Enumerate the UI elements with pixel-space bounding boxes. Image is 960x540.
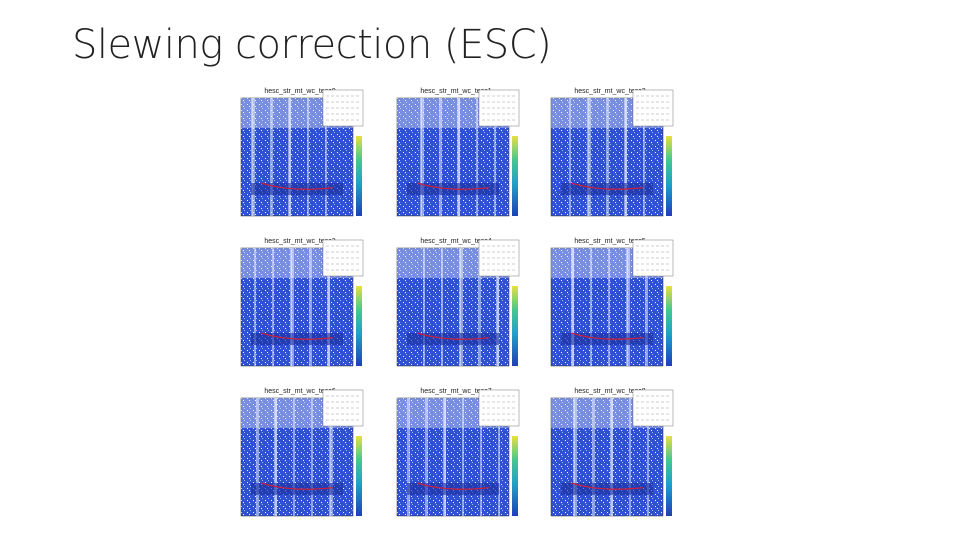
streak bbox=[444, 398, 446, 516]
streak bbox=[645, 248, 648, 366]
streak bbox=[478, 248, 481, 366]
fit-curve bbox=[570, 332, 644, 340]
streak bbox=[498, 398, 500, 516]
panel-title: hesc_str_mt_wc_tesc7 bbox=[420, 388, 491, 395]
streak bbox=[275, 398, 277, 516]
color-bar bbox=[512, 436, 518, 516]
fit-curve bbox=[260, 482, 334, 490]
streak bbox=[325, 98, 327, 216]
fit-curve bbox=[260, 332, 334, 340]
streak bbox=[476, 98, 478, 216]
histogram-panel: hesc_str_mt_wc_tesc2 bbox=[540, 86, 688, 226]
streak bbox=[608, 248, 610, 366]
color-bar bbox=[512, 136, 518, 216]
streak bbox=[293, 398, 295, 516]
streak bbox=[407, 398, 410, 516]
panel-title: hesc_str_mt_wc_tesc1 bbox=[420, 88, 491, 95]
streak bbox=[574, 398, 577, 516]
streak bbox=[423, 248, 425, 366]
panel-title: hesc_str_mt_wc_tesc0 bbox=[264, 88, 335, 95]
streak bbox=[421, 98, 424, 216]
histogram-panel: hesc_str_mt_wc_tesc5 bbox=[540, 236, 688, 376]
color-bar bbox=[666, 136, 672, 216]
color-bar bbox=[356, 136, 362, 216]
histogram-panel: hesc_str_mt_wc_tesc8 bbox=[540, 386, 688, 526]
streak bbox=[254, 248, 256, 366]
streak bbox=[309, 248, 312, 366]
histogram-panel: hesc_str_mt_wc_tesc3 bbox=[230, 236, 378, 376]
fit-curve bbox=[260, 182, 334, 190]
streak bbox=[289, 98, 291, 216]
fit-curve bbox=[416, 182, 490, 190]
streak bbox=[462, 398, 464, 516]
histogram-panel: hesc_str_mt_wc_tesc6 bbox=[230, 386, 378, 526]
panel-title: hesc_str_mt_wc_tesc8 bbox=[574, 388, 645, 395]
histogram-panel: hesc_str_mt_wc_tesc1 bbox=[386, 86, 534, 226]
streak bbox=[330, 398, 333, 516]
streak bbox=[497, 248, 499, 366]
streak bbox=[572, 248, 574, 366]
streak bbox=[627, 248, 630, 366]
color-bar bbox=[356, 436, 362, 516]
fit-curve bbox=[570, 482, 644, 490]
color-bar bbox=[666, 436, 672, 516]
streak bbox=[441, 248, 443, 366]
streak bbox=[647, 398, 649, 516]
streak bbox=[425, 398, 428, 516]
panel-title: hesc_str_mt_wc_tesc4 bbox=[420, 238, 491, 245]
streak bbox=[272, 248, 274, 366]
streak bbox=[625, 98, 627, 216]
streak bbox=[439, 98, 442, 216]
slide-title: Slewing correction (ESC) bbox=[72, 22, 552, 68]
streak bbox=[494, 98, 496, 216]
histogram-panel: hesc_str_mt_wc_tesc7 bbox=[386, 386, 534, 526]
streak bbox=[480, 398, 482, 516]
fit-curve bbox=[570, 182, 644, 190]
streak bbox=[252, 98, 255, 216]
streak bbox=[592, 398, 595, 516]
histogram-panel: hesc_str_mt_wc_tesc4 bbox=[386, 236, 534, 376]
streak bbox=[643, 98, 645, 216]
fit-curve bbox=[416, 482, 490, 490]
streak bbox=[270, 98, 273, 216]
streak bbox=[460, 248, 463, 366]
streak bbox=[291, 248, 294, 366]
streak bbox=[611, 398, 613, 516]
streak bbox=[458, 98, 460, 216]
color-bar bbox=[356, 286, 362, 366]
color-bar bbox=[666, 286, 672, 366]
fit-curve bbox=[416, 332, 490, 340]
streak bbox=[590, 248, 592, 366]
panel-title: hesc_str_mt_wc_tesc6 bbox=[264, 388, 335, 395]
panel-title: hesc_str_mt_wc_tesc3 bbox=[264, 238, 335, 245]
panel-title: hesc_str_mt_wc_tesc2 bbox=[574, 88, 645, 95]
histogram-panel: hesc_str_mt_wc_tesc0 bbox=[230, 86, 378, 226]
streak bbox=[307, 98, 309, 216]
color-bar bbox=[512, 286, 518, 366]
streak bbox=[311, 398, 313, 516]
streak bbox=[629, 398, 631, 516]
panel-title: hesc_str_mt_wc_tesc5 bbox=[574, 238, 645, 245]
streak bbox=[606, 98, 609, 216]
streak bbox=[569, 98, 571, 216]
streak bbox=[256, 398, 259, 516]
streak bbox=[588, 98, 591, 216]
streak bbox=[328, 248, 330, 366]
